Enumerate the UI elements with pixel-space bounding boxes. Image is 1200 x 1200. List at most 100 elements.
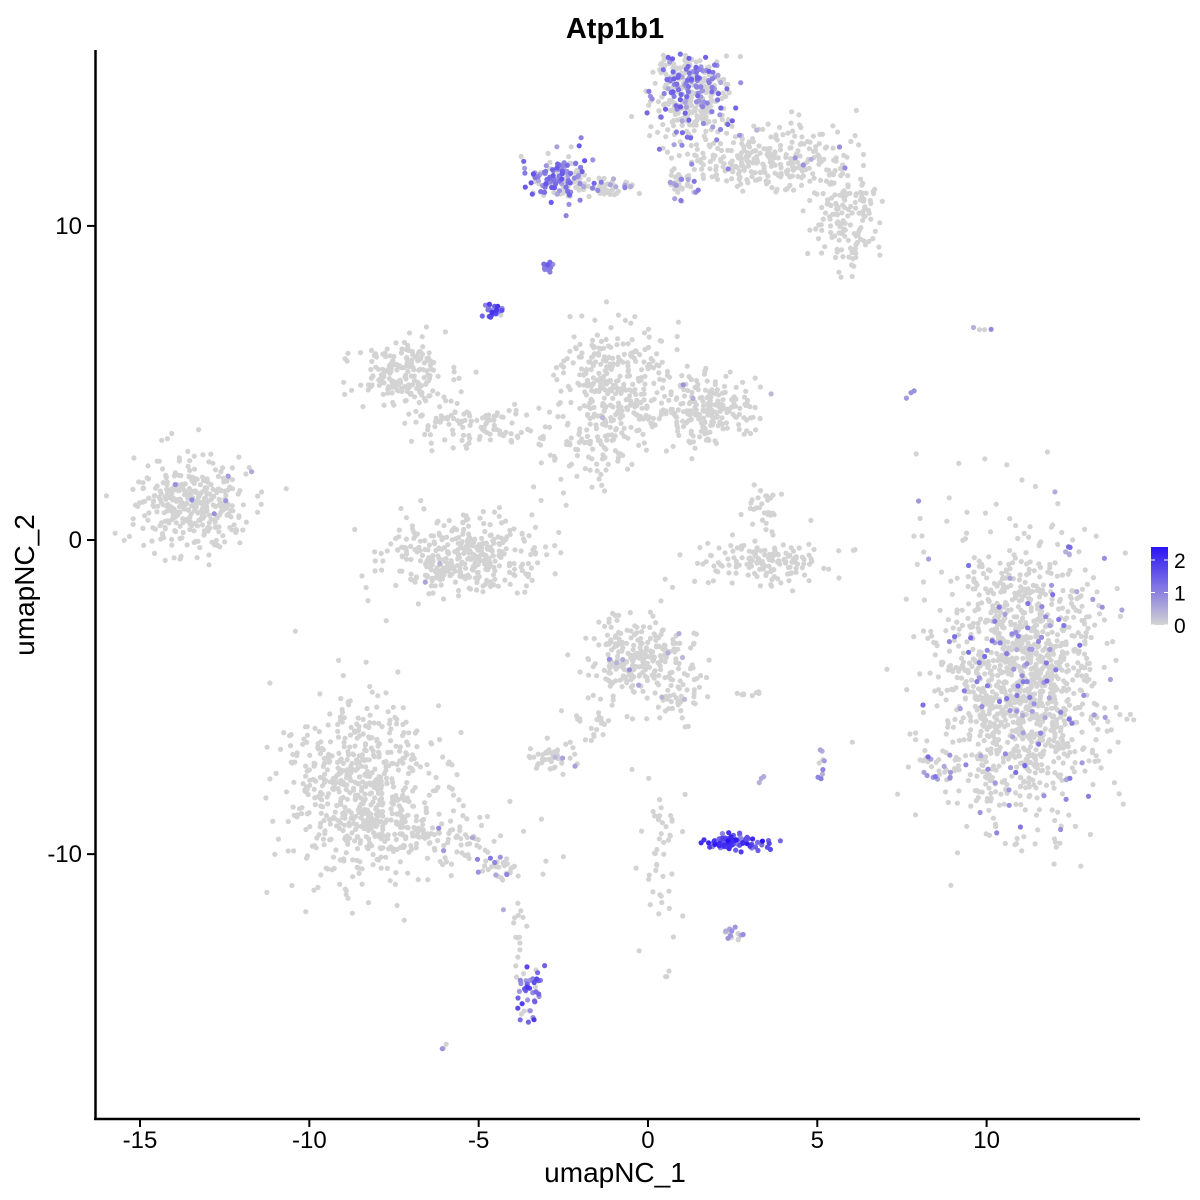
data-point xyxy=(694,383,700,389)
data-point xyxy=(691,91,697,97)
data-point xyxy=(160,502,166,508)
data-point xyxy=(390,848,397,855)
data-point xyxy=(970,586,976,592)
data-point xyxy=(399,346,405,352)
data-point xyxy=(986,797,992,803)
data-point xyxy=(849,210,855,216)
data-point xyxy=(1044,706,1050,712)
data-point xyxy=(975,741,981,747)
data-point xyxy=(628,320,634,326)
data-point xyxy=(1053,721,1060,727)
data-point xyxy=(553,365,560,371)
data-point xyxy=(932,652,938,658)
data-point xyxy=(734,545,740,551)
data-point xyxy=(1047,690,1053,696)
data-point xyxy=(720,426,726,432)
data-point xyxy=(372,568,378,574)
data-point xyxy=(573,346,579,352)
data-point xyxy=(287,743,294,749)
data-point xyxy=(560,854,567,860)
data-point xyxy=(348,778,354,784)
data-point xyxy=(715,145,721,152)
data-point xyxy=(1031,641,1037,647)
data-point xyxy=(703,114,709,120)
data-point xyxy=(413,354,419,360)
data-point xyxy=(542,424,549,430)
data-point xyxy=(662,393,668,399)
data-point xyxy=(1034,795,1040,801)
data-point xyxy=(767,150,773,156)
data-point xyxy=(489,548,495,554)
data-point xyxy=(746,548,753,554)
data-point xyxy=(1039,700,1045,707)
data-point xyxy=(416,400,422,406)
data-point xyxy=(476,436,482,442)
data-point xyxy=(849,273,855,280)
data-point xyxy=(449,565,455,571)
data-point xyxy=(703,674,710,681)
data-point xyxy=(631,689,637,695)
data-point xyxy=(840,189,846,195)
data-point xyxy=(496,513,502,519)
data-point xyxy=(691,166,698,172)
data-point xyxy=(315,741,321,747)
data-point xyxy=(199,506,205,512)
data-point xyxy=(978,715,984,721)
data-point xyxy=(765,121,771,127)
data-point xyxy=(393,582,399,589)
data-point xyxy=(628,635,634,641)
data-point xyxy=(537,435,544,441)
data-point xyxy=(806,541,812,547)
data-point xyxy=(1082,638,1088,645)
data-point xyxy=(1066,686,1072,692)
data-point xyxy=(586,359,592,365)
data-point xyxy=(757,488,764,494)
data-point xyxy=(845,237,851,243)
data-point xyxy=(506,563,512,569)
data-point xyxy=(710,419,717,425)
data-point xyxy=(454,400,460,407)
data-point xyxy=(341,822,348,828)
data-point xyxy=(285,848,291,854)
data-point xyxy=(1006,561,1012,568)
data-point xyxy=(568,435,574,441)
data-point xyxy=(1086,614,1092,620)
data-point xyxy=(724,178,730,184)
data-point xyxy=(198,490,204,496)
data-point xyxy=(398,805,404,811)
data-point xyxy=(675,319,682,325)
data-point xyxy=(636,655,643,661)
data-point xyxy=(856,142,862,148)
data-point xyxy=(677,678,683,684)
data-point xyxy=(491,540,497,546)
data-point xyxy=(603,299,610,305)
data-point xyxy=(750,160,756,166)
data-point xyxy=(974,753,980,760)
data-point xyxy=(688,95,694,101)
data-point xyxy=(458,729,464,736)
data-point xyxy=(383,759,389,765)
data-point xyxy=(733,564,739,570)
data-point xyxy=(967,772,973,778)
data-point xyxy=(379,567,385,573)
data-point xyxy=(992,714,998,720)
data-point xyxy=(1008,713,1014,719)
data-point xyxy=(727,369,733,375)
data-point xyxy=(483,566,489,572)
data-point xyxy=(990,740,996,746)
data-point xyxy=(206,552,212,558)
data-point xyxy=(729,123,735,129)
data-point xyxy=(237,488,243,494)
data-point xyxy=(1018,802,1024,808)
data-point xyxy=(511,863,518,869)
data-point xyxy=(1098,765,1104,771)
data-point xyxy=(1050,522,1056,528)
data-point xyxy=(443,859,449,865)
data-point xyxy=(1071,690,1077,697)
data-point xyxy=(609,702,615,708)
data-point xyxy=(960,537,966,543)
data-point xyxy=(1039,735,1045,741)
data-point xyxy=(378,550,384,557)
data-point xyxy=(442,855,448,861)
data-point xyxy=(374,777,380,783)
